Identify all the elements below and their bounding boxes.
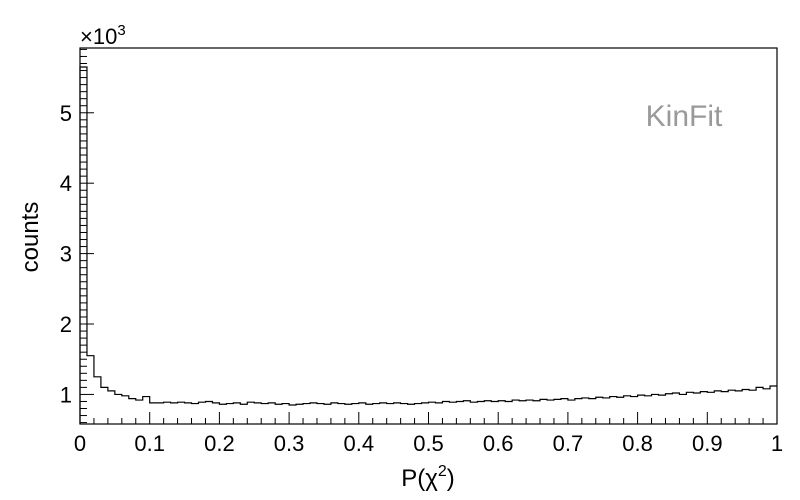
x-tick-label: 0.8 — [622, 431, 653, 456]
x-axis-tick-labels: 0 0.1 0.2 0.3 0.4 0.5 0.6 0.7 0.8 0.9 1 — [74, 431, 783, 456]
x-tick-label: 0.7 — [553, 431, 584, 456]
y-axis-title: counts — [17, 202, 44, 273]
histogram-line — [79, 66, 777, 424]
y-axis-multiplier: ×103 — [80, 22, 126, 49]
x-tick-label: 0.9 — [692, 431, 723, 456]
x-tick-label: 0.2 — [204, 431, 235, 456]
y-axis-ticks — [80, 48, 94, 424]
x-axis-ticks — [79, 412, 778, 424]
y-axis-tick-labels: 1 2 3 4 5 — [60, 101, 72, 408]
x-axis-title: P(χ2) — [401, 463, 455, 492]
y-tick-label: 3 — [60, 242, 72, 267]
annotation-kinfit: KinFit — [646, 100, 723, 133]
y-tick-label: 4 — [60, 171, 72, 196]
y-tick-label: 2 — [60, 312, 72, 337]
y-tick-label: 1 — [60, 382, 72, 407]
y-tick-label: 5 — [60, 101, 72, 126]
x-tick-label: 0.6 — [483, 431, 514, 456]
x-tick-label: 0.1 — [134, 431, 165, 456]
x-tick-label: 0.5 — [413, 431, 444, 456]
x-tick-label: 1 — [771, 431, 783, 456]
x-tick-label: 0.4 — [344, 431, 375, 456]
x-tick-label: 0.3 — [274, 431, 305, 456]
x-tick-label: 0 — [74, 431, 86, 456]
